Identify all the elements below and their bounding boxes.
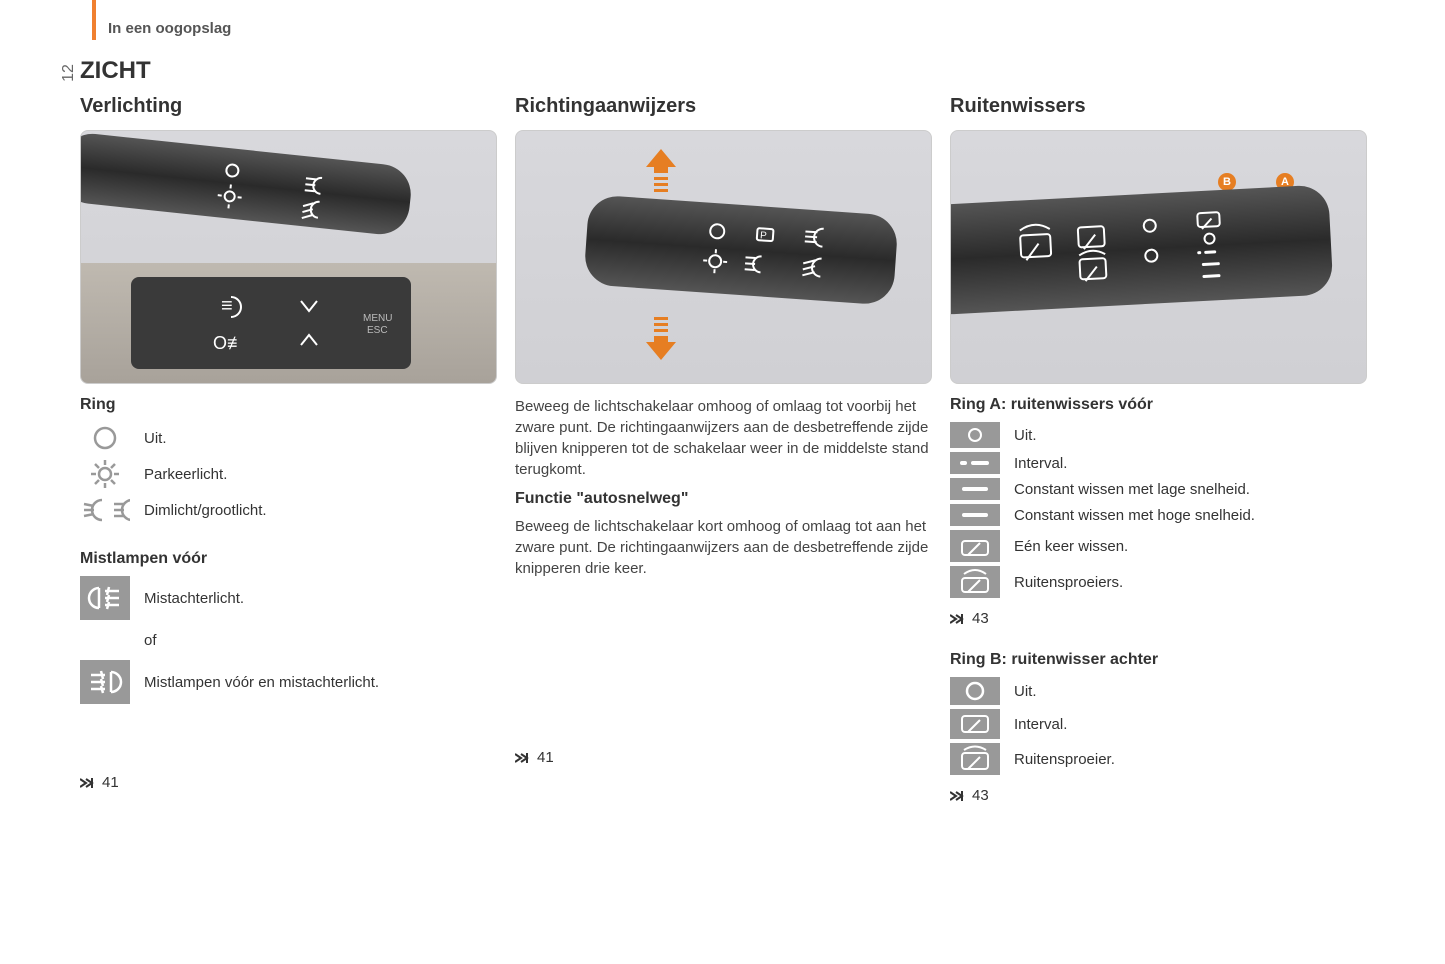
stalk-graphic [80,131,414,237]
figure-light-stalk: ≡ O≢ MENU ESC [80,130,497,384]
low-high-beam-icon [80,494,130,526]
rowA-low: Constant wissen met lage snelheid. [950,478,1365,500]
para-indicator-1: Beweeg de lichtschakelaar omhoog of omla… [515,396,930,480]
page-number: 12 [60,64,78,82]
labelB-interval: Interval. [1014,716,1067,733]
circle-off-icon [80,422,130,454]
heading-ruitenwissers: Ruitenwissers [950,95,1365,118]
fog-button-panel: ≡ O≢ MENU ESC [131,277,411,369]
ref-col1-num: 41 [102,774,119,791]
ref-arrow-icon [950,790,966,802]
sub-ring-b: Ring B: ruitenwisser achter [950,651,1365,669]
stalk-graphic: P [583,194,899,305]
ref-col2-num: 41 [537,749,554,766]
fog-panel-icons: ≡ O≢ MENU ESC [131,277,411,369]
ref-col1: 41 [80,774,495,791]
svg-text:P: P [760,230,768,241]
arrow-up-icon [646,149,676,200]
sub-ring: Ring [80,396,495,414]
ref-col2: 41 [515,749,930,766]
page: In een oogopslag 12 ZICHT Verlichting [0,0,1445,844]
arrow-down-icon [646,314,676,365]
spacer-icon [80,624,130,656]
labelA-off: Uit. [1014,427,1037,444]
wipe-once-icon [950,530,1000,562]
rowB-spray: Ruitensproeier. [950,743,1365,775]
row-of: of [80,624,495,656]
heading-richtingaanwijzers: Richtingaanwijzers [515,95,930,118]
rowA-spray: Ruitensproeiers. [950,566,1365,598]
rowB-off: Uit. [950,677,1365,705]
column-ruitenwissers: Ruitenwissers B A [950,95,1365,804]
row-dim: Dimlicht/grootlicht. [80,494,495,526]
sub-mist: Mistlampen vóór [80,550,495,568]
circle-off-icon [950,422,1000,448]
figure-wiper-stalk: B A [950,130,1367,384]
label-park: Parkeerlicht. [144,466,227,483]
stalk-icons [80,131,414,237]
column-richtingaanwijzers: Richtingaanwijzers P [515,95,930,804]
rear-washer-icon [950,743,1000,775]
row-park: Parkeerlicht. [80,458,495,490]
low-speed-icon [950,478,1000,500]
labelA-high: Constant wissen met hoge snelheid. [1014,507,1255,524]
sub-ring-a: Ring A: ruitenwissers vóór [950,396,1365,414]
label-mistvoor: Mistlampen vóór en mistachterlicht. [144,674,379,691]
rear-fog-icon [80,576,130,620]
stalk-graphic [950,184,1334,315]
rowA-off: Uit. [950,422,1365,448]
labelA-interval: Interval. [1014,455,1067,472]
ref-arrow-icon [515,752,531,764]
ref-col3b-num: 43 [972,787,989,804]
ref-col3a: 43 [950,610,1365,627]
labelA-spray: Ruitensproeiers. [1014,574,1123,591]
svg-text:≡: ≡ [221,295,233,317]
rear-wipe-icon [950,709,1000,739]
label-mistachter: Mistachterlicht. [144,590,244,607]
rowA-interval: Interval. [950,452,1365,474]
rowA-high: Constant wissen met hoge snelheid. [950,504,1365,526]
row-off: Uit. [80,422,495,454]
panel-bottom: ≡ O≢ MENU ESC [81,263,496,383]
rowA-once: Eén keer wissen. [950,530,1365,562]
header-accent-line [92,0,96,40]
labelA-once: Eén keer wissen. [1014,538,1128,555]
ref-arrow-icon [80,777,96,789]
breadcrumb: In een oogopslag [108,20,1365,37]
high-speed-icon [950,504,1000,526]
page-title: ZICHT [80,57,1365,85]
columns: Verlichting [80,95,1365,804]
svg-text:ESC: ESC [367,325,388,336]
label-dim: Dimlicht/grootlicht. [144,502,267,519]
stalk-icons: P [583,194,899,305]
svg-text:O≢: O≢ [213,333,245,353]
ref-arrow-icon [950,613,966,625]
row-mistachter: Mistachterlicht. [80,576,495,620]
interval-icon [950,452,1000,474]
ref-col3b: 43 [950,787,1365,804]
label-of: of [144,632,157,649]
figure-indicator-stalk: P [515,130,932,384]
labelB-spray: Ruitensproeier. [1014,751,1115,768]
labelB-off: Uit. [1014,683,1037,700]
svg-text:MENU: MENU [363,313,392,324]
parking-light-icon [80,458,130,490]
stalk-icons [950,184,1334,315]
front-fog-icon [80,660,130,704]
label-off: Uit. [144,430,167,447]
labelA-low: Constant wissen met lage snelheid. [1014,481,1250,498]
ref-col3a-num: 43 [972,610,989,627]
para-indicator-2: Beweeg de lichtschakelaar kort omhoog of… [515,516,930,579]
circle-off-icon [950,677,1000,705]
sub-autosnelweg: Functie "autosnelweg" [515,490,930,508]
row-mistvoor: Mistlampen vóór en mistachterlicht. [80,660,495,704]
column-verlichting: Verlichting [80,95,495,804]
rowB-interval: Interval. [950,709,1365,739]
heading-verlichting: Verlichting [80,95,495,118]
washer-icon [950,566,1000,598]
